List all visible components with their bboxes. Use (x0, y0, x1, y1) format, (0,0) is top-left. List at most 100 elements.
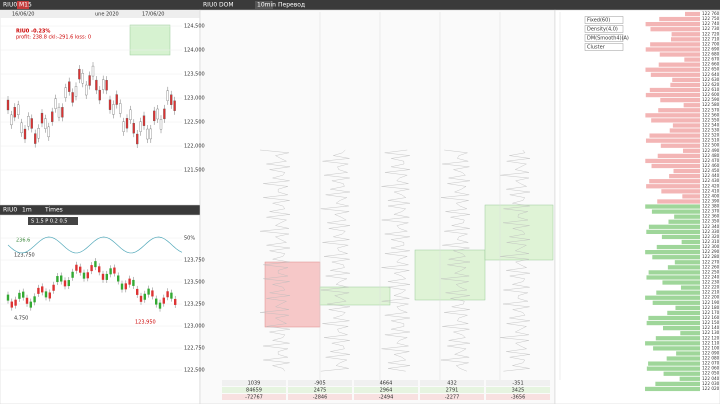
timeframe[interactable]: 1m (22, 207, 32, 214)
candle (151, 290, 154, 297)
ladder-price: 122 630 (702, 77, 720, 82)
depth-bar (645, 295, 700, 300)
depth-bar (648, 315, 700, 321)
label: 4,750 (14, 316, 28, 322)
candle (124, 283, 127, 290)
dropdown[interactable] (584, 25, 624, 33)
depth-bar (675, 305, 700, 310)
price-label: 123,250 (184, 302, 205, 308)
total-value: -905 (314, 381, 325, 387)
candle (146, 128, 149, 140)
ladder-price: 122 730 (702, 26, 720, 31)
depth-bar (660, 98, 700, 103)
candle (105, 80, 108, 91)
depth-bar (672, 77, 700, 82)
timeframe-tab[interactable] (17, 1, 29, 9)
dom-header (200, 0, 720, 10)
ladder-price: 122 400 (702, 193, 720, 198)
dropdown-label[interactable]: DM(Smooth4)(A) (587, 36, 629, 42)
price-label: 122,750 (184, 346, 205, 352)
candle (143, 293, 146, 300)
indicator: S 1.5 P 0.2 0.5 (31, 219, 67, 225)
ladder-price: 122 600 (702, 92, 720, 97)
candle (85, 84, 88, 96)
depth-bar (650, 72, 700, 77)
ladder-price: 122 510 (702, 138, 720, 143)
candle (163, 108, 166, 120)
depth-bar (649, 133, 700, 138)
candle (90, 265, 93, 272)
candle (105, 273, 108, 280)
dropdown[interactable] (584, 43, 624, 51)
mode[interactable]: Перевод (278, 2, 305, 9)
volume-trace (320, 149, 351, 372)
depth-bar (680, 331, 700, 336)
ladder-price: 122 220 (702, 285, 720, 290)
candle (37, 287, 40, 294)
depth-bar (645, 158, 700, 164)
candle (71, 271, 74, 278)
candle (174, 298, 177, 305)
depth-bar (651, 209, 700, 214)
zone (319, 286, 391, 306)
candle (117, 275, 120, 282)
total-value: 2791 (446, 388, 459, 394)
candle (139, 295, 143, 302)
depth-bar (648, 270, 700, 275)
timeframe[interactable]: M15 (19, 2, 32, 9)
ladder-price: 122 370 (702, 209, 720, 214)
date: 17/06/20 (142, 12, 164, 18)
dropdown-label[interactable]: Density(4,0) (587, 27, 618, 33)
candle (64, 87, 67, 98)
price-label: 122,000 (184, 144, 205, 150)
ladder-price: 122 300 (702, 244, 720, 249)
depth-bar (661, 189, 700, 194)
depth-bar (645, 47, 700, 52)
candle (27, 116, 30, 127)
interval-tab[interactable] (255, 1, 273, 9)
candle (132, 122, 135, 134)
price-label: 122,500 (184, 368, 205, 374)
dropdown-label[interactable]: Fixed(60) (587, 18, 610, 24)
tab[interactable]: Times (44, 207, 63, 214)
candle (170, 94, 173, 105)
depth-bar (645, 92, 700, 98)
ladder-price: 122 560 (702, 112, 720, 117)
candle (52, 284, 55, 291)
ladder-price: 122 340 (702, 224, 720, 229)
candle (113, 267, 116, 274)
candle (40, 112, 44, 124)
dropdown-label[interactable]: Cluster (587, 45, 606, 51)
label: 123,950 (135, 320, 156, 326)
ladder-price: 122 550 (702, 117, 720, 122)
dropdown[interactable] (584, 16, 624, 24)
depth-bar (652, 300, 700, 305)
ladder-price: 122 280 (702, 254, 720, 259)
ladder-price: 122 410 (702, 188, 720, 193)
total-cell (354, 387, 418, 393)
candle (68, 81, 71, 92)
total-value: 4664 (380, 381, 393, 387)
total-value: 84659 (246, 388, 262, 394)
candle (56, 276, 59, 283)
dropdown[interactable] (584, 34, 624, 42)
total-value: -2277 (445, 395, 460, 401)
price-label: 123,500 (184, 280, 205, 286)
interval[interactable]: 10min (257, 2, 276, 9)
depth-bar (679, 376, 700, 381)
total-cell (222, 387, 286, 393)
candle (79, 266, 82, 273)
depth-bar (645, 138, 700, 143)
candle (115, 94, 118, 105)
candle (14, 299, 17, 306)
indicator-box (28, 217, 78, 225)
depth-bar (668, 219, 700, 224)
ladder-price: 122 330 (702, 229, 720, 234)
candle (30, 118, 33, 129)
ladder-price: 122 290 (702, 249, 720, 254)
depth-bar (681, 239, 700, 245)
indicator-line (7, 236, 183, 254)
depth-bar (651, 118, 700, 123)
